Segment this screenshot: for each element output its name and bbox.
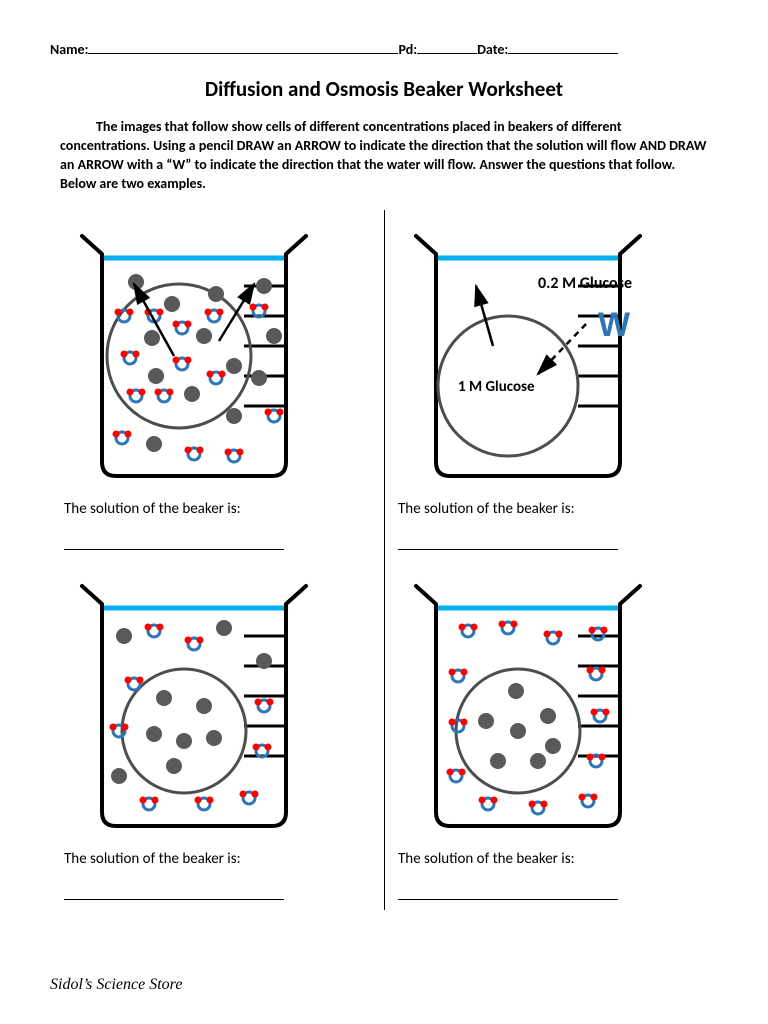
beaker-cell-4: The solution of the beaker is: (384, 560, 718, 910)
name-blank[interactable] (88, 40, 398, 54)
beaker-cell-1: The solution of the beaker is: (50, 210, 384, 560)
answer-blank-1[interactable] (64, 530, 284, 550)
beaker-diagram-4 (398, 566, 704, 846)
instructions-text: The images that follow show cells of dif… (50, 118, 718, 194)
beaker-cell-3: The solution of the beaker is: (50, 560, 384, 910)
answer-blank-2[interactable] (398, 530, 618, 550)
date-blank[interactable] (508, 40, 618, 54)
beaker-diagram-2: W 0.2 M Glucose 1 M Glucose (398, 216, 704, 496)
caption-4: The solution of the beaker is: (398, 850, 704, 868)
pd-label: Pd: (398, 41, 417, 58)
answer-blank-3[interactable] (64, 880, 284, 900)
answer-blank-4[interactable] (398, 880, 618, 900)
beaker-grid: The solution of the beaker is: W 0.2 M Gl… (50, 210, 718, 910)
grid-divider (384, 210, 385, 910)
svg-text:1 M Glucose: 1 M Glucose (458, 378, 535, 396)
page-title: Diffusion and Osmosis Beaker Worksheet (50, 76, 718, 102)
caption-1: The solution of the beaker is: (64, 500, 370, 518)
pd-blank[interactable] (417, 40, 477, 54)
date-label: Date: (477, 41, 508, 58)
footer-credit: Sidol’s Science Store (50, 976, 182, 994)
caption-2: The solution of the beaker is: (398, 500, 704, 518)
beaker-cell-2: W 0.2 M Glucose 1 M Glucose The solution o… (384, 210, 718, 560)
beaker-diagram-1 (64, 216, 370, 496)
caption-3: The solution of the beaker is: (64, 850, 370, 868)
svg-text:W: W (598, 306, 631, 344)
name-label: Name: (50, 41, 88, 58)
header-fields: Name: Pd: Date: (50, 40, 718, 58)
beaker-diagram-3 (64, 566, 370, 846)
svg-text:0.2 M Glucose: 0.2 M Glucose (538, 274, 632, 293)
